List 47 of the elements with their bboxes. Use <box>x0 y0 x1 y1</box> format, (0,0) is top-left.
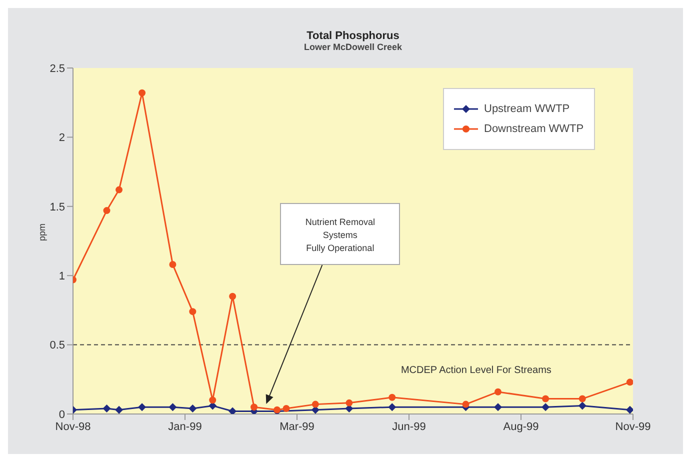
point <box>388 403 396 412</box>
x-tick-label: Nov-98 <box>55 420 91 433</box>
point <box>102 404 111 412</box>
point <box>169 261 176 268</box>
point <box>250 404 258 411</box>
point <box>462 400 470 408</box>
point <box>542 395 550 402</box>
point <box>578 395 586 402</box>
point <box>312 400 319 408</box>
x-tick-label: Jan-99 <box>168 420 202 433</box>
y-tick-label: 0 <box>58 408 65 421</box>
y-tick-label: 1.5 <box>50 201 65 214</box>
y-tick-label: 2.5 <box>50 62 65 75</box>
point <box>209 396 216 404</box>
point <box>189 308 196 316</box>
x-tick-label: Nov-99 <box>615 420 651 433</box>
chart-subtitle: Lower McDowell Creek <box>302 42 404 52</box>
point <box>116 186 123 194</box>
point <box>494 403 502 412</box>
legend-label: Upstream WWTP <box>484 103 570 115</box>
legend-label: Downstream WWTP <box>484 123 584 135</box>
point <box>494 388 502 396</box>
y-tick-label: 1 <box>58 270 65 283</box>
point <box>542 403 550 412</box>
point <box>188 404 197 412</box>
point <box>138 89 146 96</box>
point <box>626 406 633 414</box>
point <box>282 404 290 412</box>
point <box>388 394 396 401</box>
point <box>229 292 236 300</box>
y-tick-label: 0.5 <box>50 340 65 352</box>
ref-line-label: MCDEP Action Level For Streams <box>400 364 552 376</box>
x-tick-label: Mar-99 <box>280 420 314 433</box>
point <box>168 403 177 412</box>
y-axis-title: ppm <box>37 223 48 241</box>
point <box>103 207 110 214</box>
point <box>138 403 146 412</box>
y-tick-label: 2 <box>58 132 65 144</box>
x-tick-label: Jun-99 <box>392 420 426 433</box>
point <box>115 406 124 414</box>
point <box>346 399 353 406</box>
x-tick-label: Aug-99 <box>503 420 539 433</box>
note-box: Nutrient Removal Systems Fully Operational <box>280 203 400 265</box>
point <box>228 407 237 414</box>
point <box>626 378 633 386</box>
chart-title: Total Phosphorus <box>306 30 400 42</box>
point <box>578 402 586 410</box>
